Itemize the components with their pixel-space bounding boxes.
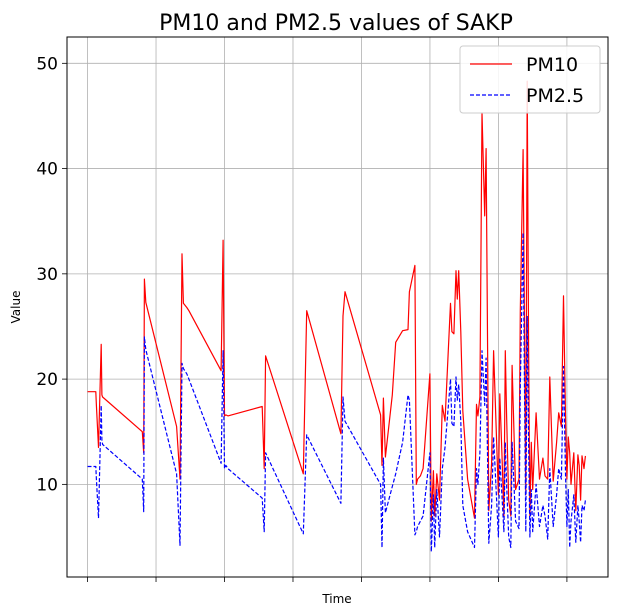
chart-title: PM10 and PM2.5 values of SAKP <box>159 11 513 36</box>
y-tick-label-2: 30 <box>36 265 58 285</box>
grid <box>67 37 608 577</box>
series-pm10 <box>87 80 586 522</box>
y-tick-label-4: 50 <box>36 54 58 74</box>
plot-frame <box>66 36 609 578</box>
legend-label-pm10: PM10 <box>526 54 578 76</box>
legend-label-pm25: PM2.5 <box>526 85 584 107</box>
y-tick-label-0: 10 <box>36 475 58 495</box>
series-pm25 <box>87 232 586 553</box>
y-tick-label-1: 20 <box>36 370 58 390</box>
x-axis-label: Time <box>321 592 351 606</box>
legend: PM10 PM2.5 <box>459 45 601 114</box>
y-axis-label: Value <box>9 291 23 324</box>
y-tick-label-3: 40 <box>36 160 58 180</box>
series-line-pm25 <box>87 232 586 553</box>
series-layer <box>87 80 586 553</box>
series-line-pm10 <box>87 80 586 522</box>
x-axis-ticks <box>87 577 568 582</box>
y-axis-ticks: 10 20 30 40 50 <box>36 54 67 495</box>
legend-box <box>459 45 601 114</box>
